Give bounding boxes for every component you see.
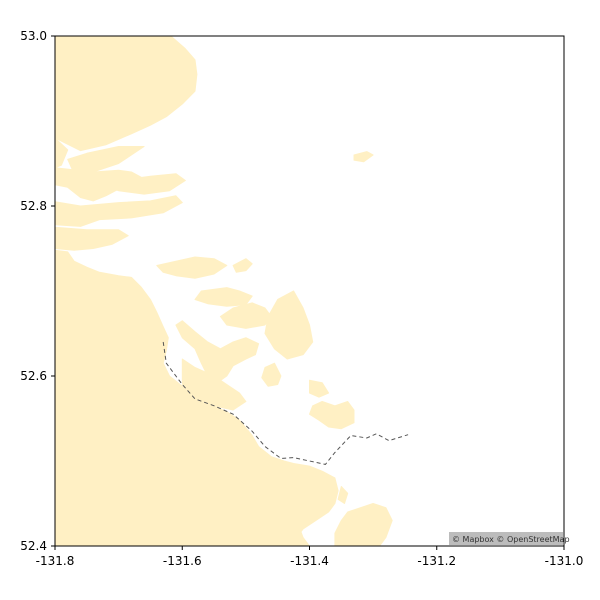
land-polygon <box>181 358 247 411</box>
land-polygon <box>55 195 183 227</box>
land-polygon <box>55 36 198 152</box>
land-polygon <box>80 173 186 195</box>
x-tick-label: -131.0 <box>545 554 584 568</box>
y-tick-label: 53.0 <box>20 29 47 43</box>
x-tick-label: -131.8 <box>36 554 75 568</box>
x-tick-label: -131.4 <box>290 554 329 568</box>
land-polygon <box>334 503 393 546</box>
land-polygon <box>337 486 349 504</box>
land-polygon <box>232 258 253 273</box>
land-polygon <box>251 460 310 546</box>
land-polygon <box>302 486 323 513</box>
x-tick-label: -131.2 <box>417 554 456 568</box>
y-tick-label: 52.8 <box>20 199 47 213</box>
land-polygon <box>156 256 228 279</box>
land-polygon <box>309 379 330 398</box>
route-line[interactable] <box>162 341 409 465</box>
y-tick-label: 52.4 <box>20 539 47 553</box>
map-layers <box>55 36 409 546</box>
axis-ticks: -131.8 -131.6 -131.4 -131.2 -131.0 52.4 52.6 52… <box>20 29 583 568</box>
y-tick-label: 52.6 <box>20 369 47 383</box>
attribution-background <box>449 532 563 545</box>
attribution-text[interactable]: © Mapbox © OpenStreetMap <box>452 535 570 544</box>
land-polygon <box>261 362 282 387</box>
land-polygon <box>353 151 374 163</box>
land-polygon <box>309 401 355 430</box>
land-polygon <box>55 137 69 169</box>
map-attribution[interactable]: © Mapbox © OpenStreetMap <box>449 532 570 545</box>
land-polygon <box>175 320 260 384</box>
land-polygon <box>55 226 129 251</box>
map-plot-area[interactable] <box>54 35 565 547</box>
x-tick-label: -131.6 <box>163 554 202 568</box>
land-polygon <box>264 290 314 360</box>
